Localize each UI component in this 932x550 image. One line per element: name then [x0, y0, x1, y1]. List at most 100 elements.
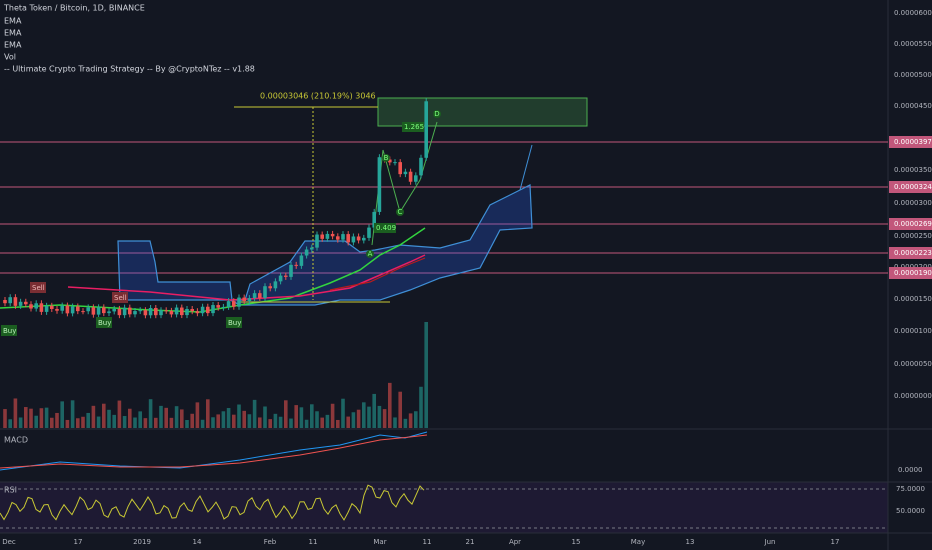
volume-bar: [403, 418, 408, 428]
candle-body: [320, 234, 324, 239]
candle-body: [122, 307, 127, 316]
buy-label: Buy: [228, 319, 241, 327]
candle-body: [96, 307, 101, 315]
candle-body: [195, 311, 200, 314]
volume-bar: [336, 419, 340, 428]
volume-bar: [294, 405, 298, 428]
candle-body: [356, 236, 361, 241]
volume-bar: [29, 408, 33, 428]
time-label: 2019: [133, 538, 151, 546]
volume-bar: [13, 398, 18, 428]
volume-bar: [34, 415, 38, 428]
volume-bar: [362, 402, 366, 428]
volume-bar: [278, 416, 283, 428]
candle-body: [200, 306, 205, 314]
price-highlight: [889, 181, 932, 193]
rsi-title: RSI: [4, 486, 17, 495]
volume-bar: [346, 416, 350, 428]
candle-body: [362, 237, 366, 241]
candle-body: [268, 286, 272, 289]
pattern-point: [382, 154, 390, 162]
volume-bar: [367, 406, 371, 428]
volume-bar: [143, 418, 148, 428]
volume-bar: [247, 414, 252, 428]
volume-bar: [112, 414, 116, 428]
time-label: 13: [686, 538, 695, 546]
candle-body: [372, 211, 376, 228]
indicator-label: EMA: [4, 41, 22, 50]
candle-body: [252, 293, 257, 299]
sell-badge: [112, 292, 128, 303]
candle-body: [185, 309, 189, 316]
price-highlight: [889, 136, 932, 148]
volume-bar: [284, 400, 288, 428]
candle-body: [107, 311, 111, 314]
volume-bar: [315, 411, 319, 428]
buy-badge: [96, 317, 112, 328]
candle-body: [216, 305, 220, 308]
pattern-point: [366, 250, 374, 258]
candle-body: [154, 307, 158, 316]
candle-body: [424, 101, 428, 158]
candle-body: [164, 310, 168, 312]
candle-body: [403, 171, 408, 175]
candle-body: [284, 275, 288, 277]
time-label: Jun: [764, 538, 776, 546]
candle-body: [174, 307, 179, 315]
candle-body: [39, 303, 44, 312]
volume-bar: [96, 416, 101, 428]
candle-body: [377, 157, 382, 212]
volume-bar: [263, 406, 267, 428]
price-highlight: [889, 247, 932, 259]
volume-bar: [408, 413, 413, 428]
volume-bar: [273, 413, 278, 428]
candle-body: [336, 236, 340, 240]
level-lines: [0, 141, 888, 274]
fib-label: 1.265: [404, 123, 424, 131]
volume-bar: [226, 408, 231, 428]
price-label: 0.00001901: [894, 269, 932, 277]
volume-bar: [252, 399, 257, 428]
candle-body: [237, 297, 241, 307]
volume-bar: [216, 414, 220, 428]
volume-bar: [299, 407, 304, 428]
pattern-label: D: [434, 110, 439, 118]
candle-body: [8, 297, 12, 304]
candle-body: [65, 305, 70, 314]
symbol-title: Theta Token / Bitcoin, 1D, BINANCE: [3, 4, 145, 13]
time-label: 15: [572, 538, 581, 546]
volume-bar: [3, 409, 7, 428]
volume-bar: [398, 391, 402, 428]
buy-badge: [226, 317, 242, 328]
volume-bar: [351, 412, 356, 428]
price-label: 0.00002235: [894, 249, 932, 257]
volume-bar: [237, 404, 241, 428]
candle-body: [242, 297, 246, 302]
volume-bar: [86, 412, 90, 428]
volume-bar: [138, 411, 142, 428]
time-label: Feb: [264, 538, 277, 546]
price-label: 0.00002696: [894, 220, 932, 228]
candle-body: [294, 264, 298, 266]
candle-body: [273, 281, 278, 289]
volume-bar: [185, 419, 189, 428]
candle-body: [70, 306, 75, 314]
time-label: Dec: [2, 538, 16, 546]
volume-bar: [174, 406, 179, 428]
volume-bar: [159, 405, 163, 428]
rsi-axis-label: 75.0000: [896, 485, 925, 493]
measure-label: 0.00003046 (210.19%) 3046: [260, 92, 376, 101]
price-label: 0.00003974: [894, 138, 932, 146]
buy-label: Buy: [3, 327, 16, 335]
volume-bar: [164, 407, 168, 428]
volume-bar: [325, 414, 330, 428]
